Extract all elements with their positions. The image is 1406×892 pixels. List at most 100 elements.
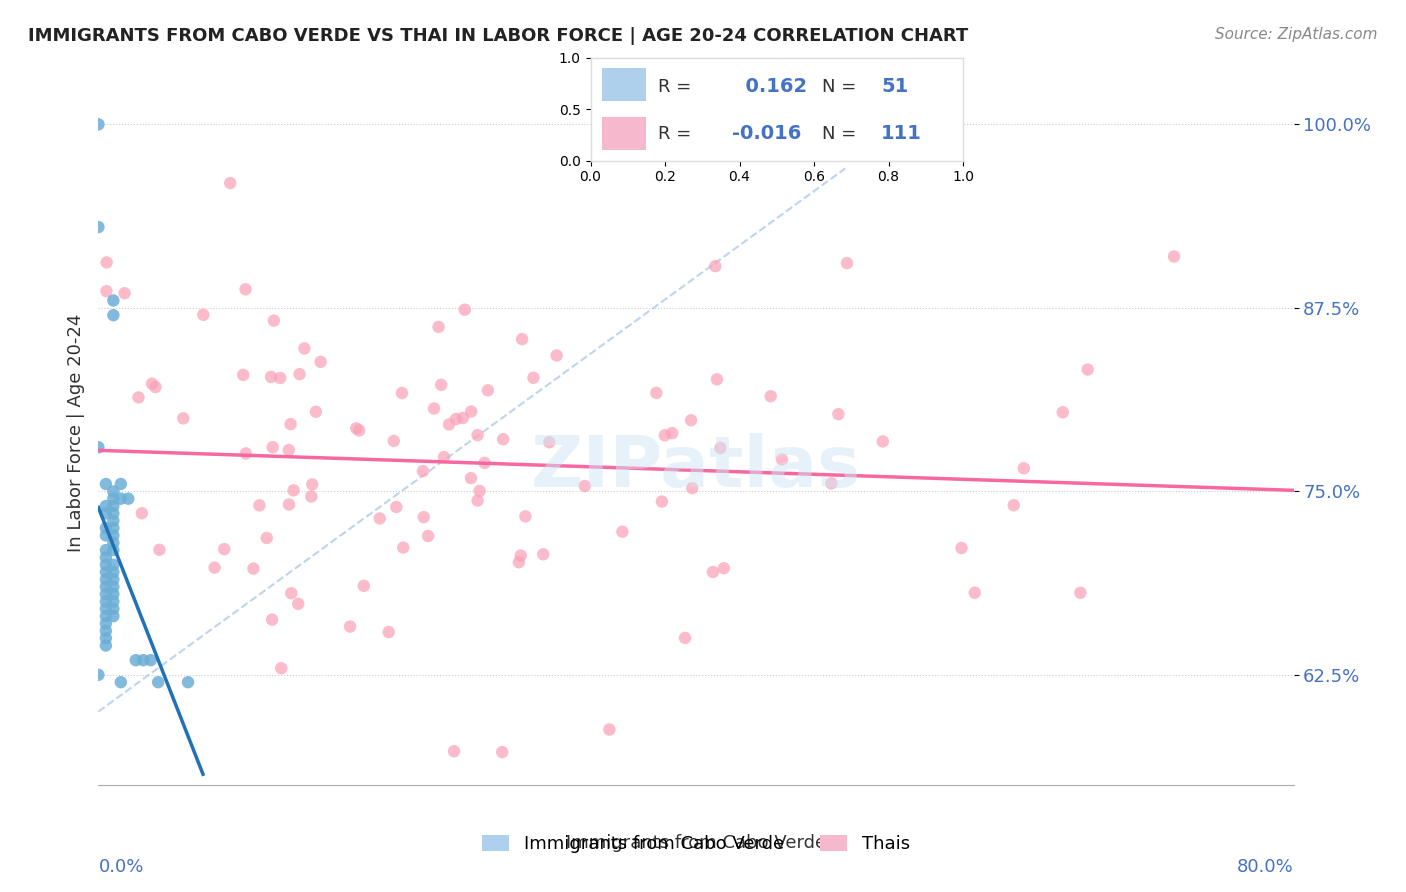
Point bbox=[110, 477, 132, 491]
Text: IMMIGRANTS FROM CABO VERDE VS THAI IN LABOR FORCE | AGE 20-24 CORRELATION CHART: IMMIGRANTS FROM CABO VERDE VS THAI IN LA… bbox=[28, 27, 969, 45]
Point bbox=[673, 631, 696, 645]
Point bbox=[491, 745, 513, 759]
Point bbox=[94, 507, 117, 521]
Point bbox=[94, 639, 117, 653]
Point bbox=[598, 723, 620, 737]
Text: 51: 51 bbox=[882, 78, 908, 96]
Point bbox=[531, 547, 554, 561]
Point bbox=[103, 543, 125, 558]
Point bbox=[591, 792, 613, 806]
Point bbox=[280, 417, 302, 431]
Point bbox=[94, 602, 117, 616]
Point bbox=[262, 613, 284, 627]
Point bbox=[172, 411, 194, 425]
Point bbox=[820, 476, 842, 491]
Point bbox=[125, 653, 148, 667]
Point bbox=[412, 464, 434, 478]
Point bbox=[654, 428, 676, 442]
Point bbox=[193, 308, 215, 322]
Point bbox=[437, 417, 460, 432]
Point bbox=[139, 653, 162, 667]
Point bbox=[103, 514, 125, 528]
Point bbox=[103, 308, 125, 322]
Point bbox=[382, 434, 405, 448]
Point bbox=[103, 521, 125, 535]
Point bbox=[460, 404, 482, 418]
Point bbox=[423, 401, 446, 416]
Point bbox=[87, 117, 110, 131]
Point bbox=[427, 319, 450, 334]
Point bbox=[474, 456, 496, 470]
Point bbox=[103, 609, 125, 624]
Point bbox=[1052, 405, 1074, 419]
Point bbox=[232, 368, 254, 382]
Point bbox=[353, 579, 375, 593]
Point bbox=[443, 744, 465, 758]
Point bbox=[103, 499, 125, 513]
Point bbox=[260, 370, 283, 384]
Point bbox=[477, 384, 499, 398]
Point bbox=[704, 259, 727, 273]
Point bbox=[467, 493, 489, 508]
Point bbox=[305, 405, 328, 419]
Point bbox=[827, 407, 849, 421]
Point bbox=[1163, 250, 1185, 264]
Point bbox=[204, 560, 226, 574]
Point bbox=[117, 491, 139, 506]
Point bbox=[706, 372, 728, 386]
Point bbox=[103, 602, 125, 616]
Point bbox=[1077, 362, 1099, 376]
Point bbox=[1002, 498, 1025, 512]
Text: R =: R = bbox=[658, 125, 696, 143]
Point bbox=[515, 509, 537, 524]
Point bbox=[270, 661, 292, 675]
Y-axis label: In Labor Force | Age 20-24: In Labor Force | Age 20-24 bbox=[66, 313, 84, 552]
Point bbox=[177, 675, 200, 690]
Point bbox=[460, 471, 482, 485]
Point bbox=[148, 675, 170, 690]
Point bbox=[444, 412, 467, 426]
Point bbox=[770, 452, 793, 467]
Point bbox=[433, 450, 456, 464]
Point bbox=[269, 371, 291, 385]
Point bbox=[148, 542, 170, 557]
Point bbox=[94, 499, 117, 513]
Point bbox=[141, 376, 163, 391]
Text: 80.0%: 80.0% bbox=[1237, 858, 1294, 876]
Point bbox=[538, 435, 561, 450]
Point bbox=[950, 541, 973, 555]
Point bbox=[278, 498, 301, 512]
Point bbox=[347, 424, 370, 438]
Point bbox=[377, 625, 399, 640]
Point bbox=[430, 377, 453, 392]
Point bbox=[94, 580, 117, 594]
Point bbox=[468, 483, 491, 498]
Point bbox=[392, 541, 415, 555]
Point bbox=[94, 550, 117, 565]
Point bbox=[103, 580, 125, 594]
Point bbox=[262, 440, 284, 454]
Text: N =: N = bbox=[821, 125, 862, 143]
Point bbox=[418, 529, 440, 543]
Point bbox=[103, 484, 125, 499]
Point bbox=[94, 558, 117, 572]
Point bbox=[612, 524, 634, 539]
Point bbox=[94, 573, 117, 587]
Text: N =: N = bbox=[821, 78, 862, 95]
Point bbox=[103, 594, 125, 608]
Point bbox=[103, 293, 125, 308]
Point bbox=[235, 446, 257, 460]
Point bbox=[94, 594, 117, 608]
Point bbox=[96, 284, 118, 298]
Point bbox=[301, 477, 323, 491]
Point bbox=[94, 543, 117, 558]
Text: 111: 111 bbox=[882, 124, 922, 144]
Point bbox=[288, 367, 311, 381]
Point bbox=[681, 481, 703, 495]
Point bbox=[299, 490, 322, 504]
Point bbox=[132, 653, 155, 667]
Point bbox=[103, 565, 125, 579]
Point bbox=[110, 675, 132, 690]
Point bbox=[412, 510, 434, 524]
Text: Immigrants from Cabo Verde: Immigrants from Cabo Verde bbox=[565, 834, 827, 852]
